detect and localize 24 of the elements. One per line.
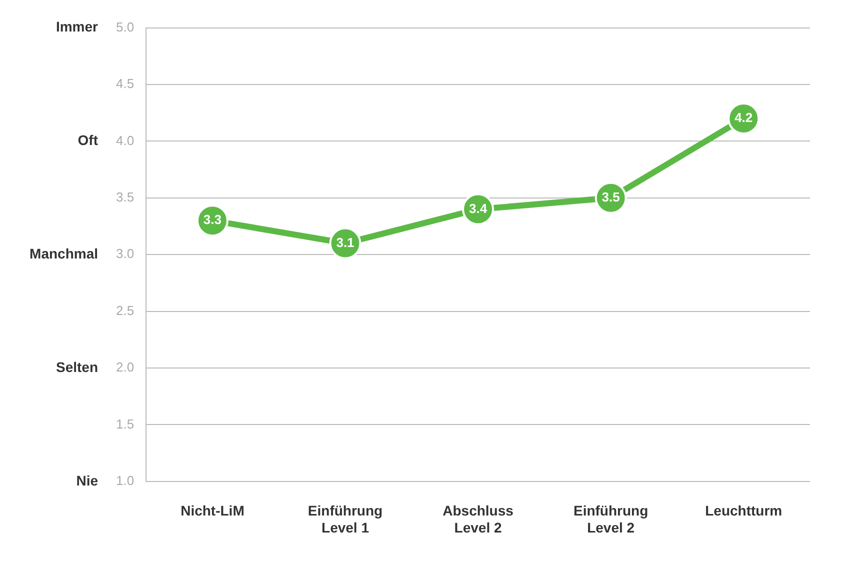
x-tick-label: Nicht-LiM — [180, 502, 244, 519]
x-tick-label: Einführung Level 2 — [573, 502, 648, 536]
data-label: 3.5 — [602, 189, 620, 204]
text: Selten — [56, 358, 98, 375]
y-tick-label: 1.0 — [116, 472, 134, 488]
y-tick-label: 4.0 — [116, 132, 134, 148]
data-label: 3.1 — [336, 234, 354, 250]
y-tick-label: 1.5 — [116, 416, 134, 432]
data-label: 3.4 — [468, 200, 488, 216]
y-tick-label: 5.0 — [116, 19, 134, 34]
x-tick-label: Leuchtturm — [705, 502, 782, 519]
y-tick-label: 2.5 — [116, 302, 134, 318]
y-tick-label: 2.0 — [116, 360, 134, 375]
text: Nie — [76, 472, 98, 488]
text: Manchmal — [30, 245, 98, 262]
y-tick-label: 4.5 — [116, 76, 134, 92]
x-tick-label: Abschluss Level 2 — [442, 502, 514, 536]
text: Immer — [56, 18, 99, 35]
data-label: 4.2 — [734, 110, 753, 126]
y-tick-label: 3.0 — [116, 246, 134, 262]
text: Oft — [78, 132, 98, 148]
data-label: 3.3 — [203, 212, 222, 228]
y-tick-label: 3.5 — [116, 189, 134, 204]
x-tick-label: Einführung Level 1 — [308, 502, 383, 536]
